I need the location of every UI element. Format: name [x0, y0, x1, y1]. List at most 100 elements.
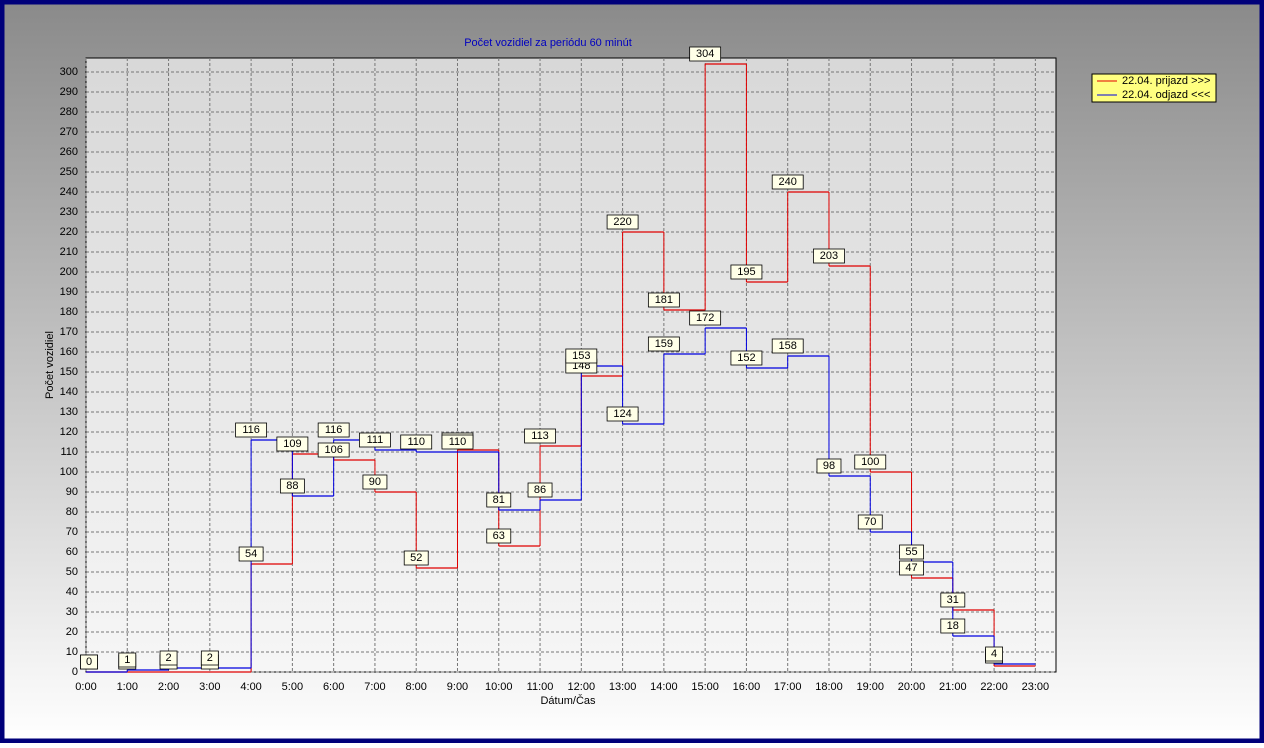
x-tick-label: 13:00	[609, 681, 637, 693]
value-label: 98	[823, 460, 835, 472]
value-label: 304	[696, 48, 714, 60]
value-label: 47	[905, 562, 917, 574]
value-label: 63	[493, 530, 505, 542]
value-label: 4	[991, 648, 997, 660]
value-label: 100	[861, 456, 879, 468]
y-tick-label: 40	[66, 586, 78, 598]
x-tick-label: 18:00	[815, 681, 843, 693]
value-label: 81	[493, 494, 505, 506]
y-tick-label: 220	[60, 226, 78, 238]
y-tick-label: 160	[60, 346, 78, 358]
value-label: 116	[325, 424, 343, 436]
value-label-box	[159, 650, 178, 666]
chart-title: Počet vozidiel za periódu 60 minút	[464, 37, 632, 49]
value-label: 110	[407, 436, 425, 448]
value-label: 106	[324, 444, 342, 456]
value-label: 0	[86, 656, 92, 668]
value-label: 31	[947, 594, 959, 606]
x-tick-label: 20:00	[898, 681, 926, 693]
value-label-box	[940, 618, 966, 634]
y-tick-label: 170	[60, 326, 78, 338]
value-label: 240	[779, 176, 797, 188]
value-label-box	[400, 434, 433, 450]
y-tick-label: 210	[60, 246, 78, 258]
value-label: 2	[165, 652, 171, 664]
value-label-box	[403, 550, 429, 566]
x-tick-label: 5:00	[282, 681, 303, 693]
value-label-box	[730, 350, 763, 366]
x-tick-label: 7:00	[364, 681, 385, 693]
value-label-box	[527, 482, 553, 498]
value-label-box	[235, 422, 268, 438]
y-tick-label: 120	[60, 426, 78, 438]
value-label-box	[940, 592, 966, 608]
value-label: 18	[947, 620, 959, 632]
y-tick-label: 60	[66, 546, 78, 558]
value-label: 195	[737, 266, 755, 278]
y-axis-label: Počet vozidiel	[44, 331, 56, 399]
value-label-box	[524, 428, 556, 444]
x-tick-label: 2:00	[158, 681, 179, 693]
value-label: 55	[905, 546, 917, 558]
value-label-box	[899, 544, 924, 560]
value-label: 220	[613, 216, 631, 228]
x-tick-label: 8:00	[406, 681, 427, 693]
y-tick-label: 300	[60, 66, 78, 78]
y-tick-label: 200	[60, 266, 78, 278]
x-tick-label: 11:00	[527, 681, 554, 693]
value-label-box	[441, 434, 474, 450]
y-tick-label: 130	[60, 406, 78, 418]
y-tick-label: 190	[60, 286, 78, 298]
value-label-box	[279, 478, 305, 494]
value-label-box	[565, 348, 598, 364]
y-tick-label: 180	[60, 306, 78, 318]
legend	[1091, 73, 1217, 103]
value-label: 113	[531, 430, 549, 442]
y-tick-label: 0	[72, 666, 78, 678]
value-label: 111	[367, 434, 384, 446]
x-tick-label: 0:00	[75, 681, 96, 693]
value-label: 109	[283, 438, 301, 450]
value-label-box	[854, 454, 887, 470]
x-tick-label: 19:00	[856, 681, 884, 693]
x-tick-label: 23:00	[1022, 681, 1050, 693]
y-tick-label: 270	[60, 126, 78, 138]
legend-label: 22.04. odjazd <<<	[1122, 89, 1210, 101]
value-label-box	[771, 338, 804, 354]
y-tick-label: 290	[60, 86, 78, 98]
value-label: 90	[369, 476, 381, 488]
x-tick-label: 6:00	[323, 681, 344, 693]
x-tick-label: 15:00	[691, 681, 719, 693]
value-label-box	[689, 46, 722, 62]
value-label: 70	[864, 516, 876, 528]
value-label-box	[276, 436, 309, 452]
value-label: 172	[696, 312, 714, 324]
value-label: 2	[207, 652, 213, 664]
y-tick-label: 240	[60, 186, 78, 198]
x-tick-label: 9:00	[447, 681, 468, 693]
value-label: 116	[242, 424, 260, 436]
value-label-box	[80, 654, 98, 670]
value-label: 153	[572, 350, 590, 362]
x-tick-label: 16:00	[733, 681, 761, 693]
y-tick-label: 260	[60, 146, 78, 158]
value-label-box	[857, 514, 883, 530]
y-tick-label: 140	[60, 386, 78, 398]
y-tick-label: 280	[60, 106, 78, 118]
value-label-box	[647, 336, 680, 352]
y-tick-label: 150	[60, 366, 78, 378]
y-tick-label: 10	[66, 646, 78, 658]
value-label: 52	[410, 552, 422, 564]
value-label-box	[317, 442, 350, 458]
value-label: 158	[779, 340, 797, 352]
value-label: 203	[820, 250, 838, 262]
value-label-box	[238, 546, 264, 562]
value-label-box	[200, 650, 219, 666]
value-label-box	[899, 560, 924, 576]
value-label-box	[816, 458, 842, 474]
value-label: 1	[124, 654, 130, 666]
value-label-box	[985, 646, 1003, 662]
y-tick-label: 250	[60, 166, 78, 178]
value-label: 152	[737, 352, 755, 364]
value-label: 54	[245, 548, 257, 560]
